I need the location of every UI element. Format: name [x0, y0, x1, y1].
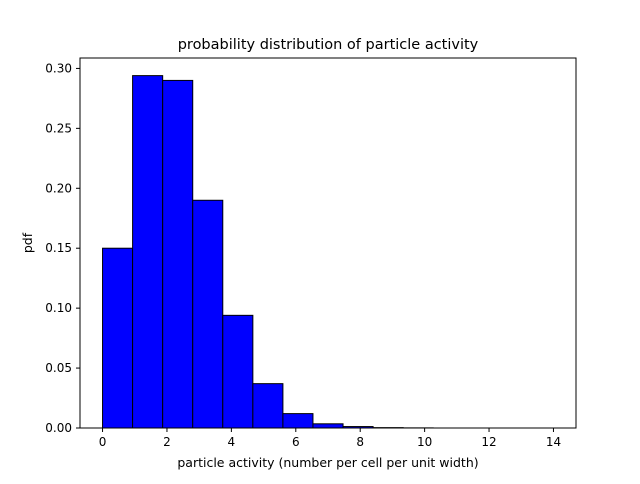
- y-tick-label: 0.00: [45, 421, 72, 435]
- histogram-bar: [193, 200, 223, 428]
- x-tick-label: 14: [546, 435, 561, 449]
- x-tick-label: 6: [292, 435, 300, 449]
- histogram-bar: [253, 384, 283, 428]
- x-tick-label: 10: [417, 435, 432, 449]
- y-tick-label: 0.05: [45, 361, 72, 375]
- y-tick-label: 0.10: [45, 301, 72, 315]
- histogram-bar: [223, 315, 253, 428]
- y-tick-label: 0.30: [45, 61, 72, 75]
- histogram-bar: [133, 76, 163, 428]
- histogram-bar: [103, 248, 133, 428]
- y-tick-label: 0.20: [45, 181, 72, 195]
- x-tick-label: 8: [356, 435, 364, 449]
- x-tick-label: 4: [228, 435, 236, 449]
- x-tick-label: 2: [163, 435, 171, 449]
- x-tick-label: 0: [99, 435, 107, 449]
- histogram-bar: [283, 414, 313, 428]
- histogram-bar: [313, 424, 343, 428]
- y-tick-label: 0.25: [45, 121, 72, 135]
- y-axis-label: pdf: [20, 232, 35, 253]
- x-tick-label: 12: [481, 435, 496, 449]
- chart-title: probability distribution of particle act…: [178, 37, 479, 53]
- x-axis-label: particle activity (number per cell per u…: [177, 455, 478, 470]
- y-tick-label: 0.15: [45, 241, 72, 255]
- histogram-bar: [163, 80, 193, 428]
